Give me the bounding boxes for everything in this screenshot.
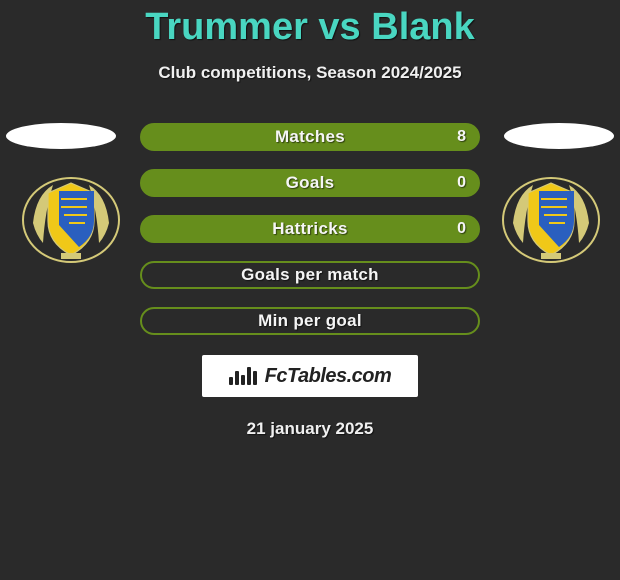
stat-row-goals: Goals 0	[140, 169, 480, 197]
stat-row-matches: Matches 8	[140, 123, 480, 151]
brand-badge: FcTables.com	[202, 355, 418, 397]
stat-rows: Matches 8 Goals 0 Hattricks 0 Goals per …	[140, 123, 480, 335]
stat-value-right: 8	[457, 128, 466, 146]
stat-label: Hattricks	[272, 219, 347, 239]
date-text: 21 january 2025	[0, 419, 620, 439]
stat-value-right: 0	[457, 220, 466, 238]
stat-row-goals-per-match: Goals per match	[140, 261, 480, 289]
player-photo-left	[6, 123, 116, 149]
stat-label: Goals per match	[241, 265, 379, 285]
stat-row-hattricks: Hattricks 0	[140, 215, 480, 243]
page-title: Trummer vs Blank	[0, 0, 620, 49]
club-crest-right	[500, 177, 602, 263]
brand-chart-icon	[229, 367, 257, 385]
brand-text: FcTables.com	[265, 365, 392, 388]
subtitle: Club competitions, Season 2024/2025	[0, 63, 620, 83]
player-photo-right	[504, 123, 614, 149]
stat-label: Matches	[275, 127, 345, 147]
club-crest-left	[20, 177, 122, 263]
stat-value-right: 0	[457, 174, 466, 192]
stat-label: Min per goal	[258, 311, 362, 331]
comparison-panel: Matches 8 Goals 0 Hattricks 0 Goals per …	[0, 123, 620, 439]
stat-label: Goals	[286, 173, 335, 193]
stat-row-min-per-goal: Min per goal	[140, 307, 480, 335]
